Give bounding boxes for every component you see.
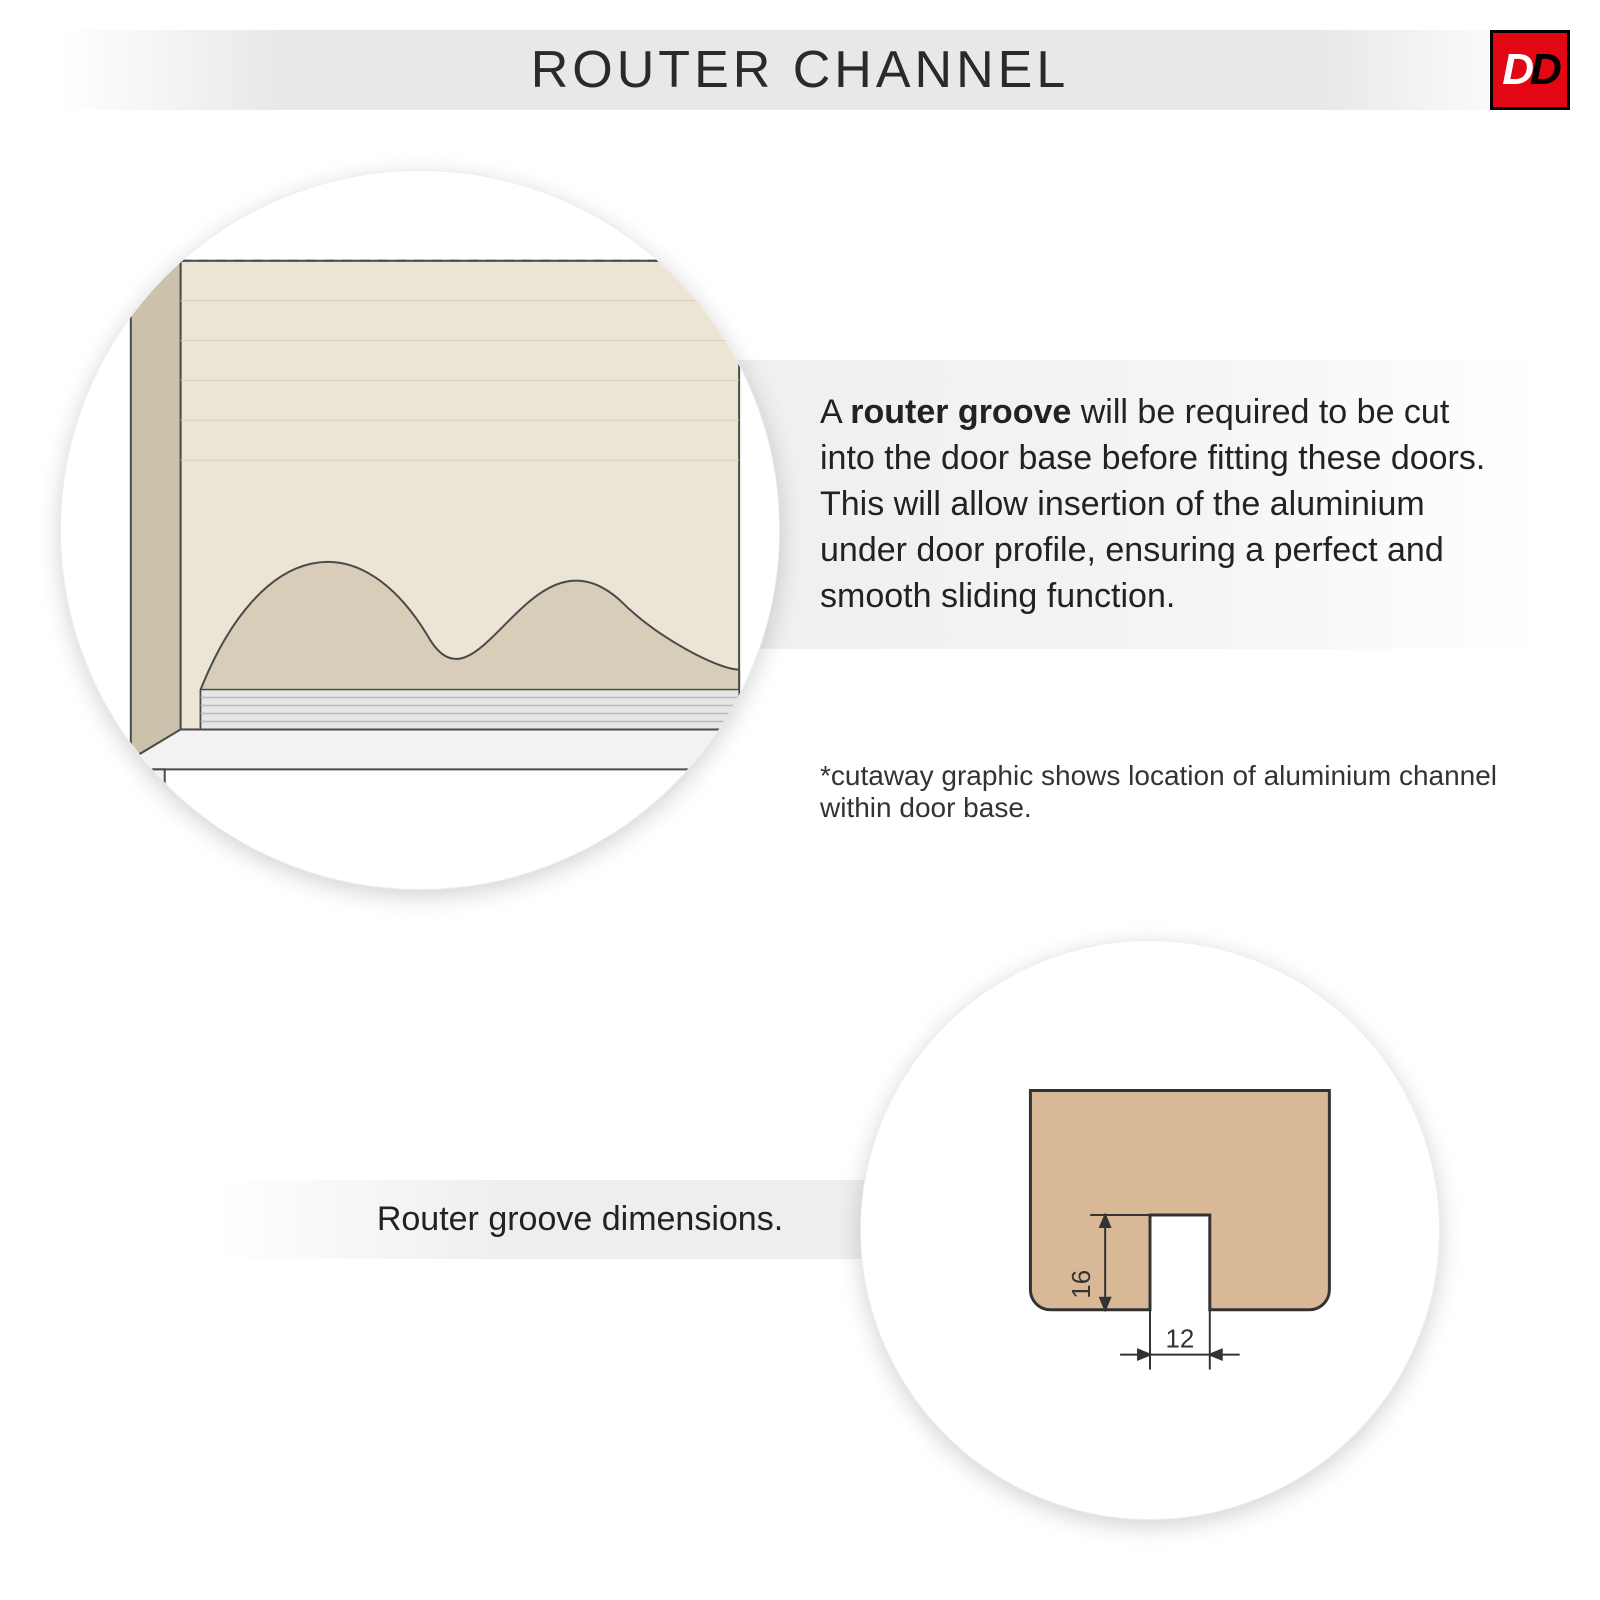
desc-prefix: A <box>820 393 850 431</box>
page-title: ROUTER CHANNEL <box>531 40 1070 100</box>
door-bottom-edge <box>131 729 739 769</box>
desc-bold: router groove <box>850 393 1071 431</box>
description-text: A router groove will be required to be c… <box>820 390 1500 619</box>
logo-letter-1: D <box>1502 45 1530 95</box>
cross-section-illustration: 16 12 <box>860 940 1440 1520</box>
dim-width-value: 12 <box>1165 1326 1194 1354</box>
footnote-text: *cutaway graphic shows location of alumi… <box>820 760 1500 824</box>
title-bar: ROUTER CHANNEL <box>60 30 1540 110</box>
aluminium-channel <box>201 690 740 730</box>
dimensions-label: Router groove dimensions. <box>377 1200 783 1238</box>
cross-section-svg: 16 12 <box>861 941 1439 1519</box>
dim-depth-value: 16 <box>1068 1270 1096 1299</box>
brand-logo: DD <box>1490 30 1570 110</box>
logo-letter-2: D <box>1530 45 1558 95</box>
track-profile-icon <box>139 769 165 783</box>
cutaway-illustration <box>60 170 780 890</box>
door-side-face <box>131 261 181 760</box>
cutaway-svg <box>61 171 779 889</box>
dimensions-label-band: Router groove dimensions. <box>220 1180 940 1259</box>
